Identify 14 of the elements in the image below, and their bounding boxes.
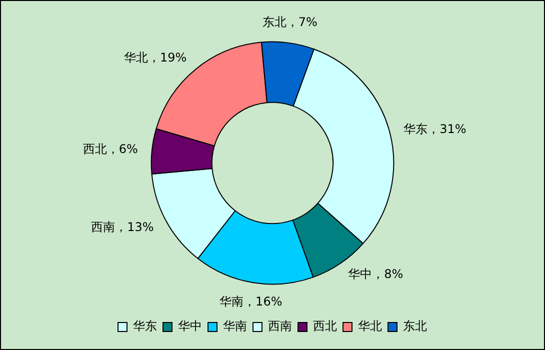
data-label: 华中，8% (348, 267, 404, 282)
legend-label: 西南 (268, 319, 292, 334)
legend-label: 华北 (358, 319, 382, 334)
data-label: 华东，31% (404, 122, 466, 136)
legend-label: 西北 (313, 319, 337, 334)
legend-label: 华南 (223, 319, 247, 334)
legend-label: 东北 (403, 319, 427, 334)
data-label: 西北，6% (82, 142, 138, 156)
data-label: 西南，13% (91, 220, 154, 234)
data-label: 华南，16% (220, 294, 282, 309)
data-label: 东北，7% (262, 15, 318, 30)
legend-label: 华中 (178, 319, 202, 334)
legend-label: 华东 (133, 319, 157, 334)
data-label: 华北，19% (124, 50, 187, 65)
